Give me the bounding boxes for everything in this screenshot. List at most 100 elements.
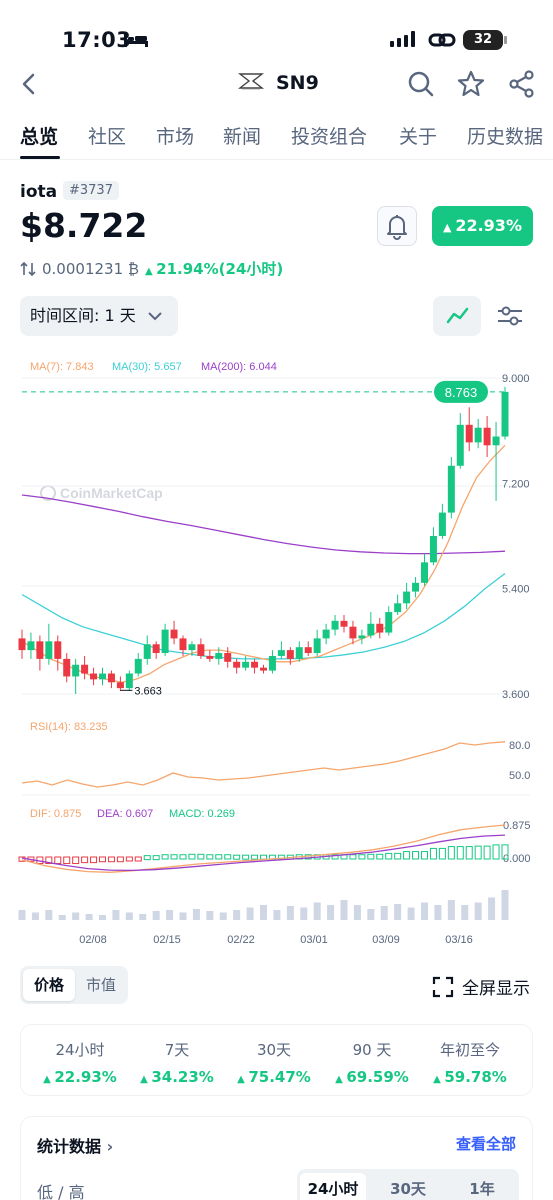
candle-body — [304, 647, 312, 654]
candle-body — [465, 424, 473, 443]
volume-bar — [367, 909, 375, 920]
candle-body — [215, 653, 223, 659]
candle-body — [251, 661, 259, 668]
candle-body — [206, 655, 214, 659]
coin-symbol: iota — [20, 182, 58, 202]
volume-bar — [112, 910, 120, 920]
perf-ytd: 年初至今 ▲ 59.78% — [425, 1039, 515, 1086]
macd-histogram-bar — [63, 856, 71, 865]
perf-24h: 24小时 ▲ 22.93% — [35, 1039, 125, 1086]
volume-bar — [488, 897, 496, 920]
time-range-select[interactable]: 时间区间: 1 天 — [20, 296, 178, 336]
ma7-legend: MA(7): 7.843 — [30, 361, 94, 373]
tab-news[interactable]: 新闻 — [223, 126, 262, 148]
perf-label: 30天 — [256, 1041, 292, 1059]
ma7-line — [21, 444, 506, 683]
candle-body — [81, 664, 89, 674]
perf-90d: 90 天 ▲ 69.59% — [327, 1039, 417, 1086]
candle-body — [233, 661, 241, 668]
volume-bar — [99, 915, 106, 920]
volume-bar — [380, 906, 388, 920]
stats-period-toggle: 24小时 30天 1年 — [297, 1169, 519, 1200]
chart-settings-icon[interactable] — [495, 302, 525, 330]
statistics-title[interactable]: 统计数据 › — [37, 1133, 113, 1157]
macd-histogram-bar — [242, 854, 250, 860]
candle-body — [36, 641, 44, 659]
volume-bar — [139, 914, 147, 920]
volume-bar — [72, 912, 80, 920]
volume-bar — [327, 905, 335, 920]
candle-body — [116, 682, 124, 689]
price-tab[interactable]: 价格 — [23, 969, 75, 1001]
perf-label: 年初至今 — [439, 1041, 500, 1059]
price-alert-button[interactable] — [377, 206, 417, 246]
macd-histogram-bar — [45, 856, 53, 865]
macd-histogram-bar — [376, 853, 384, 860]
x-tick-label: 02/08 — [79, 934, 107, 946]
candle-body — [385, 612, 393, 633]
candle-body — [403, 591, 411, 604]
candle-body — [331, 620, 339, 630]
macd-histogram-bar — [107, 856, 115, 863]
candle-body — [197, 644, 205, 656]
macd-histogram-bar — [483, 845, 491, 860]
candle-body — [438, 512, 446, 536]
back-arrow-icon[interactable] — [20, 72, 38, 96]
x-tick-label: 02/22 — [227, 934, 255, 946]
macd-histogram-bar — [90, 856, 98, 864]
macd-tick-label: 0.000 — [503, 853, 531, 865]
candle-body — [456, 424, 464, 466]
line-chart-toggle[interactable] — [433, 296, 481, 336]
candle-body — [492, 436, 500, 446]
tab-community[interactable]: 社区 — [88, 126, 127, 148]
macd-histogram-bar — [215, 854, 223, 860]
tab-portfolio[interactable]: 投资组合 — [291, 126, 368, 148]
link-icon — [428, 33, 456, 47]
period-1y[interactable]: 1年 — [469, 1180, 495, 1198]
coin-logo — [237, 73, 265, 90]
volume-bar — [407, 907, 415, 920]
macd-histogram-bar — [501, 844, 509, 860]
market-cap-tab[interactable]: 市值 — [85, 976, 116, 994]
candle-body — [27, 641, 35, 651]
fullscreen-button[interactable]: 全屏显示 — [432, 974, 530, 999]
share-icon[interactable] — [508, 70, 536, 98]
x-tick-label: 03/01 — [300, 934, 328, 946]
bell-icon — [387, 215, 407, 240]
price-chart[interactable]: MA(7): 7.843 MA(30): 5.657 MA(200): 6.04… — [0, 350, 553, 950]
active-tab-indicator — [20, 156, 60, 159]
statistics-card: 统计数据 › 查看全部 低 / 高 24小时 30天 1年 — [20, 1116, 533, 1200]
macd-histogram-bar — [367, 853, 375, 860]
macd-histogram-bar — [54, 856, 62, 865]
macd-histogram-bar — [492, 844, 500, 860]
rsi-legend: RSI(14): 83.235 — [30, 721, 108, 733]
period-24h[interactable]: 24小时 — [300, 1173, 366, 1200]
candle-body — [349, 626, 357, 639]
view-all-link[interactable]: 查看全部 — [455, 1135, 516, 1153]
btc-price-row: 0.0001231 ₿ ▲ 21.94%(24小时) — [20, 258, 283, 279]
candle-body — [268, 655, 276, 671]
volume-bar — [58, 915, 66, 920]
candle-body — [483, 427, 491, 446]
candle-body — [474, 427, 482, 443]
tab-about[interactable]: 关于 — [399, 126, 438, 148]
star-icon[interactable] — [457, 70, 485, 98]
volume-bar — [474, 902, 482, 920]
macd-histogram-bar — [161, 854, 169, 860]
perf-value: ▲ 34.23% — [140, 1068, 214, 1086]
volume-bar — [192, 909, 200, 920]
volume-bar — [206, 911, 214, 920]
tab-overview[interactable]: 总览 — [20, 126, 59, 148]
tab-markets[interactable]: 市场 — [156, 126, 195, 148]
coin-price: $8.722 — [20, 206, 148, 245]
tab-historical-data[interactable]: 历史数据 — [467, 126, 544, 148]
period-30d[interactable]: 30天 — [390, 1180, 426, 1198]
candle-body — [134, 658, 142, 674]
search-icon[interactable] — [407, 70, 435, 98]
perf-label: 7天 — [164, 1041, 190, 1059]
macd-histogram-bar — [331, 854, 339, 860]
volume-bar — [421, 902, 428, 920]
candle-body — [242, 661, 250, 668]
candle-body — [412, 582, 420, 592]
volume-bar — [461, 905, 469, 920]
